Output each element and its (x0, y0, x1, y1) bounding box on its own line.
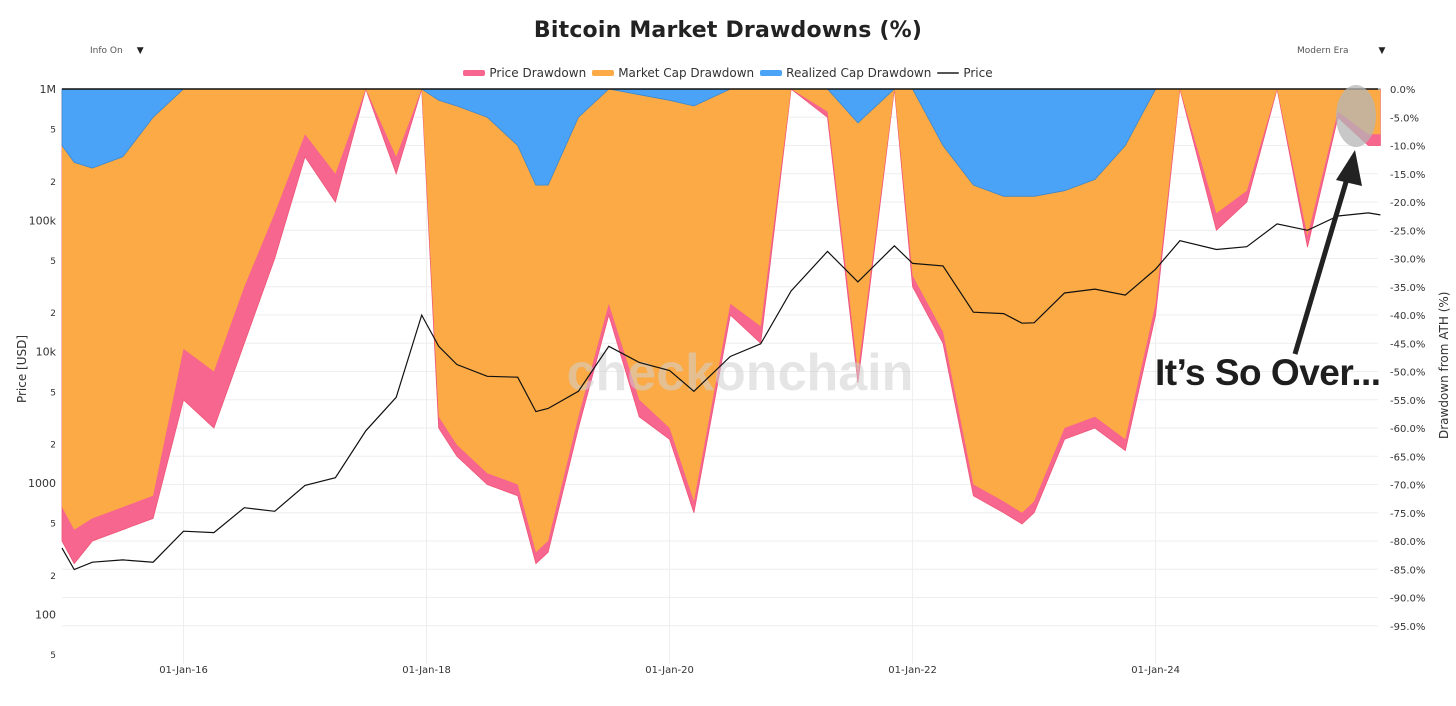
svg-text:2: 2 (50, 441, 56, 451)
era-dropdown-label: Modern Era (1297, 46, 1349, 56)
chart-title: Bitcoin Market Drawdowns (%) (533, 18, 923, 43)
svg-text:-5.0%: -5.0% (1390, 113, 1419, 124)
svg-text:100: 100 (35, 608, 56, 621)
svg-text:-95.0%: -95.0% (1390, 622, 1425, 633)
highlight-ellipse (1336, 85, 1376, 147)
legend-item-price[interactable]: Price (937, 66, 993, 80)
svg-text:1000: 1000 (28, 477, 56, 490)
legend-swatch (463, 70, 486, 76)
svg-text:01-Jan-16: 01-Jan-16 (159, 665, 208, 676)
svg-text:-75.0%: -75.0% (1390, 509, 1425, 520)
legend-item-price-drawdown[interactable]: Price Drawdown (463, 66, 586, 80)
svg-text:01-Jan-20: 01-Jan-20 (645, 665, 694, 676)
svg-text:-65.0%: -65.0% (1390, 452, 1425, 463)
info-dropdown[interactable]: Info On ▼ (90, 46, 144, 56)
svg-text:5: 5 (50, 651, 56, 661)
legend: Price Drawdown Market Cap Drawdown Reali… (0, 66, 1456, 80)
legend-label: Market Cap Drawdown (618, 66, 755, 80)
price-line (61, 212, 1381, 571)
right-axis-label: Drawdown from ATH (%) (1437, 291, 1451, 440)
svg-text:100k: 100k (29, 214, 57, 227)
svg-text:0.0%: 0.0% (1390, 85, 1415, 96)
svg-text:-90.0%: -90.0% (1390, 594, 1425, 605)
x-axis-ticks: 01-Jan-16 01-Jan-18 01-Jan-20 01-Jan-22 01-J… (159, 665, 1180, 676)
svg-text:1M: 1M (40, 83, 57, 96)
svg-text:5: 5 (50, 257, 56, 267)
svg-text:2: 2 (50, 178, 56, 188)
info-dropdown-label: Info On (90, 46, 123, 56)
svg-text:-15.0%: -15.0% (1390, 170, 1425, 181)
svg-text:5: 5 (50, 520, 56, 530)
svg-text:-80.0%: -80.0% (1390, 537, 1425, 548)
left-axis-label: Price [USD] (15, 334, 29, 404)
svg-text:5: 5 (50, 388, 56, 398)
legend-item-realized-cap-drawdown[interactable]: Realized Cap Drawdown (760, 66, 931, 80)
svg-text:-20.0%: -20.0% (1390, 198, 1425, 209)
legend-item-market-cap-drawdown[interactable]: Market Cap Drawdown (592, 66, 754, 80)
legend-swatch (937, 72, 960, 74)
annotation-text: It’s So Over... (1155, 352, 1381, 393)
svg-text:10k: 10k (36, 346, 57, 359)
svg-text:-40.0%: -40.0% (1390, 311, 1425, 322)
drawdown-areas (61, 87, 1381, 565)
era-dropdown[interactable]: Modern Era ▼ (1297, 46, 1385, 56)
svg-text:01-Jan-18: 01-Jan-18 (402, 665, 451, 676)
legend-label: Realized Cap Drawdown (786, 66, 932, 80)
legend-label: Price Drawdown (489, 66, 587, 80)
legend-label: Price (963, 66, 993, 80)
svg-text:-30.0%: -30.0% (1390, 255, 1425, 266)
svg-text:01-Jan-24: 01-Jan-24 (1131, 665, 1180, 676)
svg-text:-35.0%: -35.0% (1390, 283, 1425, 294)
svg-text:-85.0%: -85.0% (1390, 565, 1425, 576)
svg-text:-10.0%: -10.0% (1390, 142, 1425, 153)
svg-text:01-Jan-22: 01-Jan-22 (888, 665, 937, 676)
svg-text:-50.0%: -50.0% (1390, 368, 1425, 379)
svg-text:2: 2 (50, 572, 56, 582)
arrow-icon (1292, 150, 1362, 355)
legend-swatch (760, 70, 783, 76)
svg-text:-45.0%: -45.0% (1390, 339, 1425, 350)
svg-text:-55.0%: -55.0% (1390, 396, 1425, 407)
svg-text:-70.0%: -70.0% (1390, 481, 1425, 492)
watermark: checkonchain (567, 344, 914, 402)
left-axis-ticks: 1M 5 2 100k 5 2 10k 5 2 1000 5 2 100 5 (28, 83, 57, 661)
svg-text:-60.0%: -60.0% (1390, 424, 1425, 435)
chevron-down-icon: ▼ (1378, 46, 1386, 56)
svg-text:-25.0%: -25.0% (1390, 226, 1425, 237)
legend-swatch (592, 70, 615, 76)
chevron-down-icon: ▼ (136, 46, 144, 56)
svg-text:2: 2 (50, 309, 56, 319)
svg-text:5: 5 (50, 126, 56, 136)
right-axis-ticks: 0.0% -5.0% -10.0% -15.0% -20.0% -25.0% -30.0% -… (1390, 85, 1425, 633)
